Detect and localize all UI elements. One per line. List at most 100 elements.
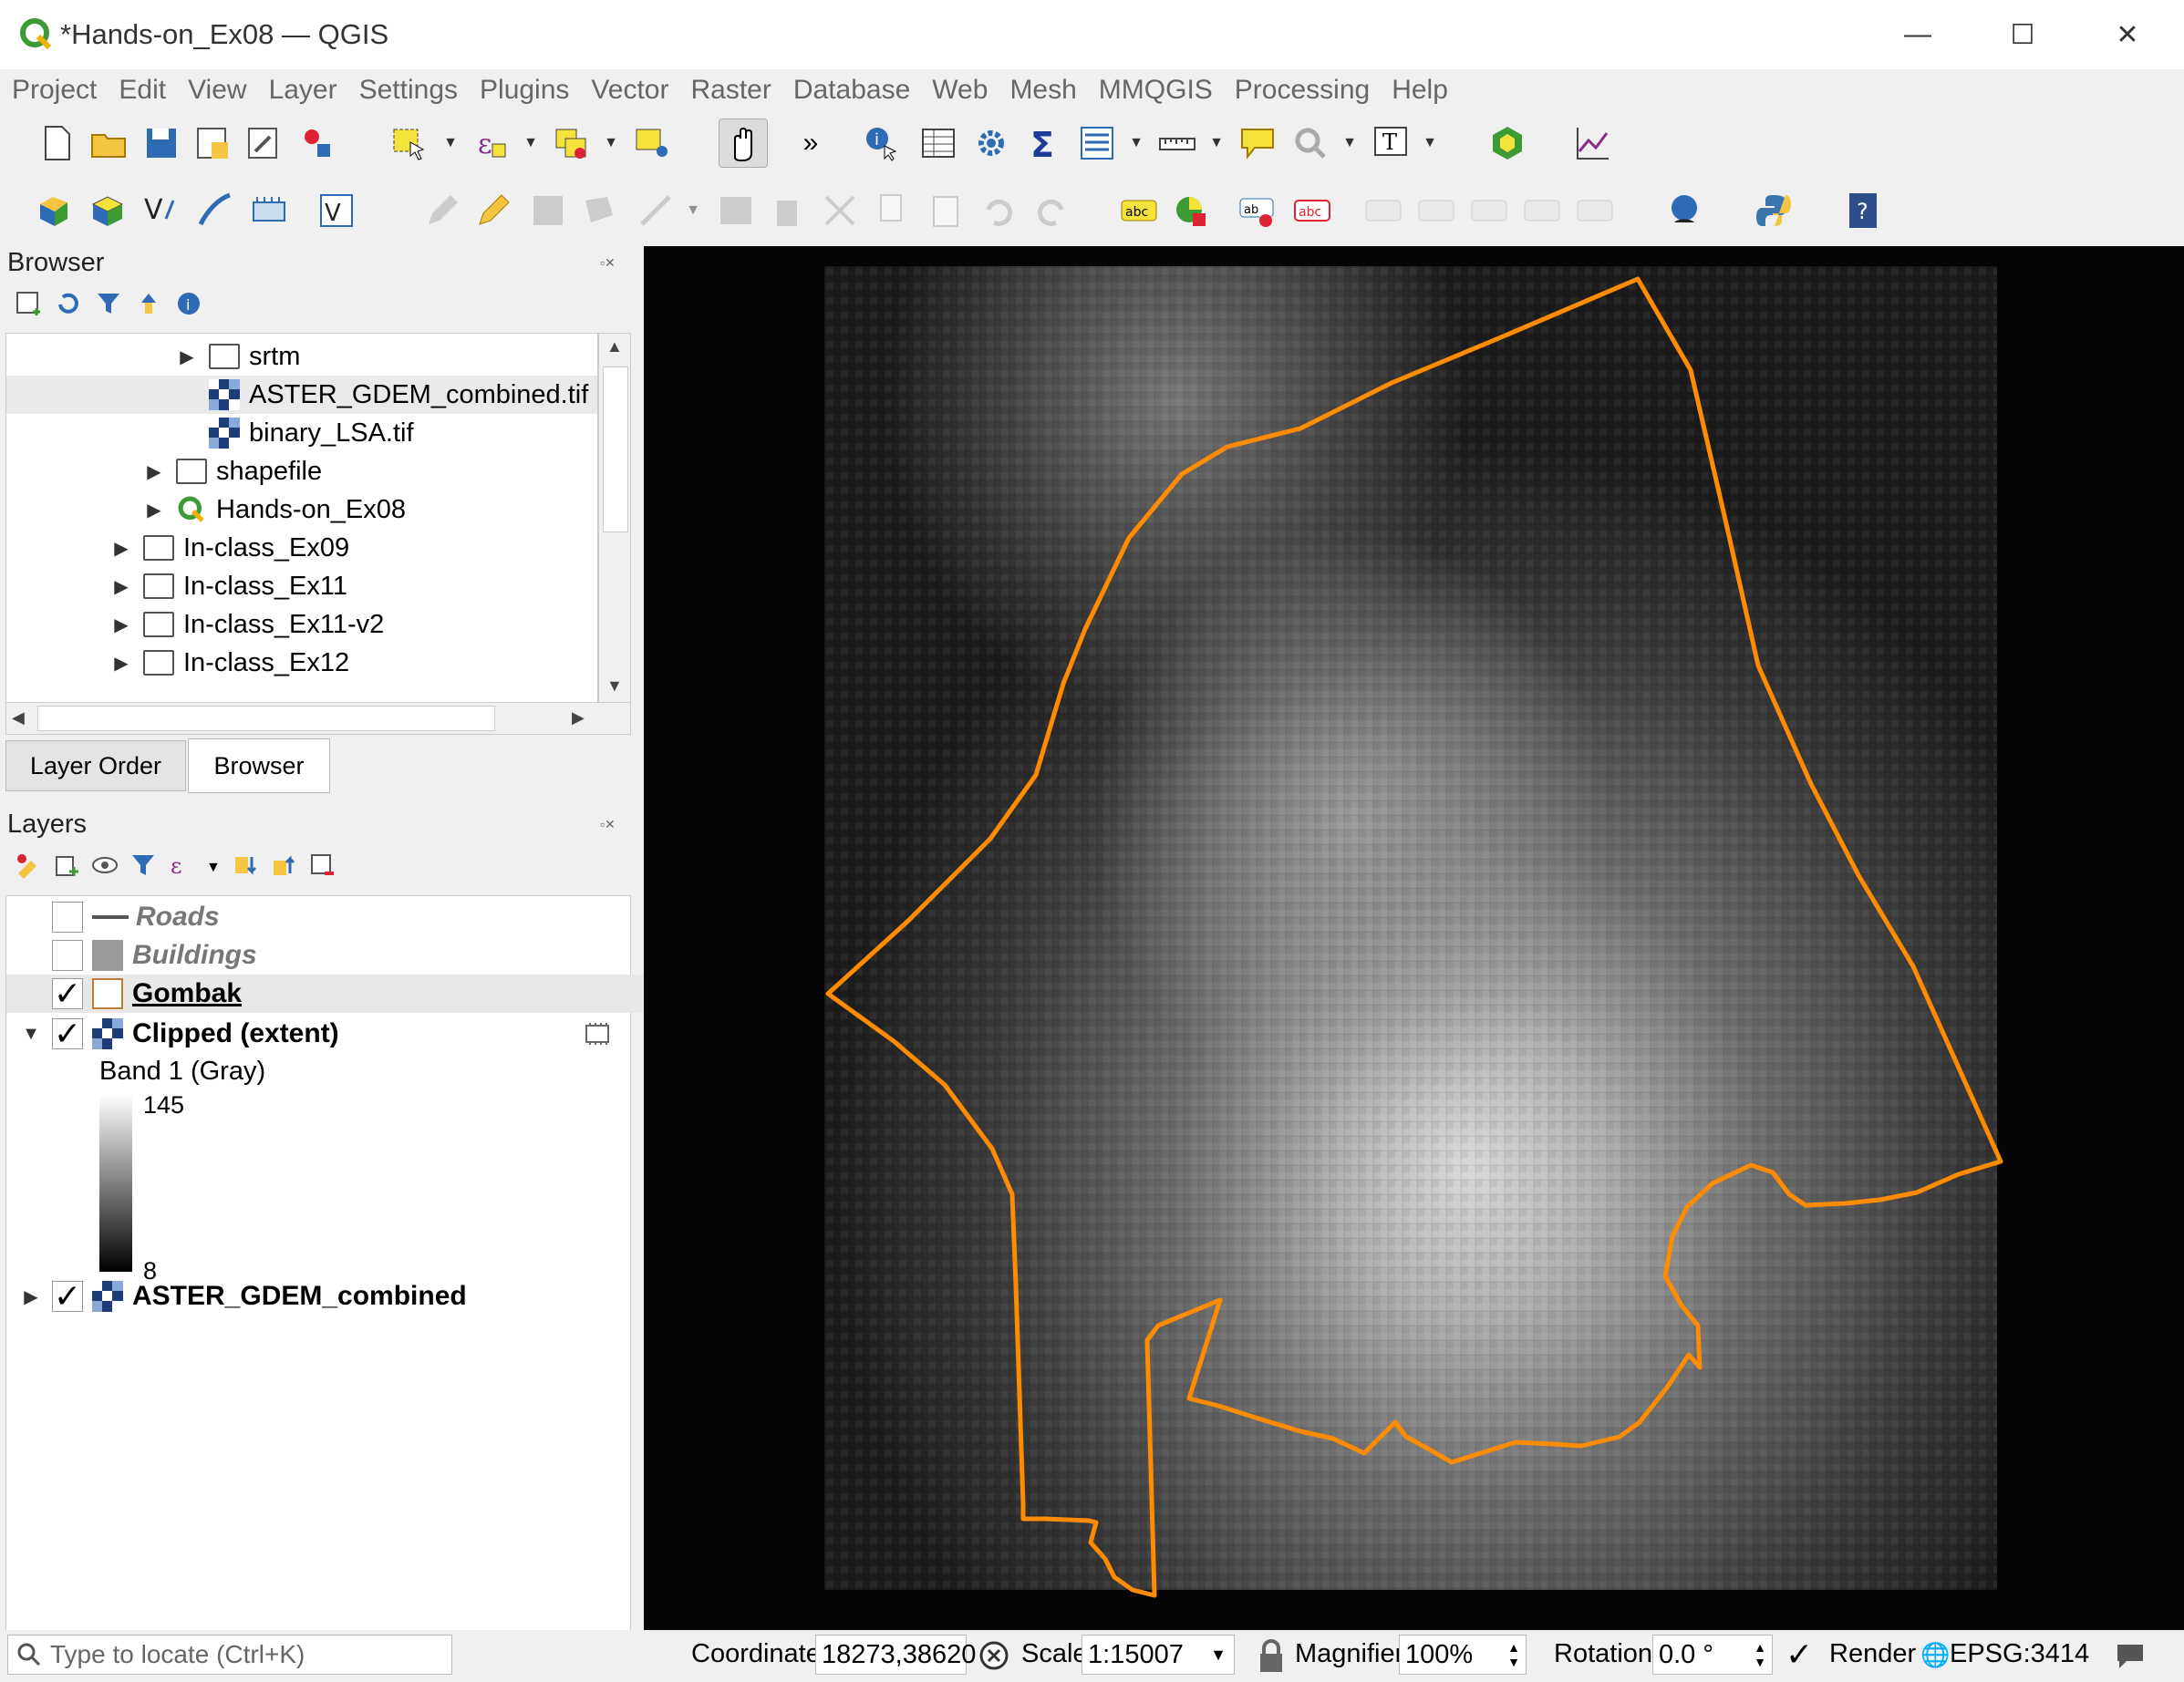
collapse-all-icon[interactable] xyxy=(135,290,162,322)
measure-dropdown-icon[interactable]: ▼ xyxy=(1209,135,1224,150)
vertex-tool-icon[interactable] xyxy=(635,190,677,232)
tree-item-in-class-ex12[interactable]: ▶ In-class_Ex12 xyxy=(6,644,597,682)
data-source-manager-icon[interactable] xyxy=(35,190,77,232)
tree-item-in-class-ex11-v2[interactable]: ▶ In-class_Ex11-v2 xyxy=(6,605,597,644)
menu-project[interactable]: Project xyxy=(12,75,98,105)
change-label-icon[interactable] xyxy=(1521,190,1563,232)
coordinate-field[interactable]: 18273,38620 xyxy=(815,1635,976,1675)
layer-row-aster-gdem[interactable]: ▶ ✓ ASTER_GDEM_combined xyxy=(6,1277,643,1316)
tree-item-in-class-ex09[interactable]: ▶ In-class_Ex09 xyxy=(6,529,597,567)
tree-item-binary-lsa[interactable]: binary_LSA.tif xyxy=(6,414,597,452)
expand-arrow-icon[interactable]: ▶ xyxy=(24,1286,38,1307)
messages-icon[interactable] xyxy=(2114,1641,2147,1670)
new-geopackage-icon[interactable] xyxy=(88,190,129,232)
save-edits-icon[interactable] xyxy=(527,190,569,232)
label-properties-icon[interactable] xyxy=(1574,190,1616,232)
toggle-extents-mouse-icon[interactable] xyxy=(976,1637,1012,1674)
filter-browser-icon[interactable] xyxy=(95,290,122,322)
more-tools-icon[interactable]: » xyxy=(802,128,819,158)
menu-settings[interactable]: Settings xyxy=(358,75,459,105)
expand-arrow-icon[interactable]: ▶ xyxy=(114,538,129,559)
locator-settings-icon[interactable] xyxy=(1289,122,1331,164)
expand-arrow-icon[interactable]: ▶ xyxy=(114,653,129,674)
locator-search-input[interactable]: Type to locate (Ctrl+K) xyxy=(7,1635,452,1675)
manage-map-themes-icon[interactable] xyxy=(91,851,119,883)
paste-features-icon[interactable] xyxy=(925,190,967,232)
layer-row-roads[interactable]: Roads xyxy=(6,898,676,936)
layers-dock-float-icon[interactable]: ▫✕ xyxy=(600,817,616,831)
modify-attributes-icon[interactable] xyxy=(715,190,757,232)
redo-icon[interactable] xyxy=(1030,190,1072,232)
show-hide-labels-icon[interactable] xyxy=(1415,190,1457,232)
layer-checkbox[interactable] xyxy=(52,902,83,933)
layer-checkbox[interactable]: ✓ xyxy=(52,975,83,1012)
menu-database[interactable]: Database xyxy=(792,75,911,105)
collapse-all-layers-icon[interactable] xyxy=(270,851,297,883)
map-render[interactable] xyxy=(644,246,2184,1630)
style-manager-icon[interactable] xyxy=(297,122,339,164)
select-location-icon[interactable] xyxy=(631,122,673,164)
layout-manager-icon[interactable] xyxy=(243,122,285,164)
scroll-right-icon[interactable]: ▶ xyxy=(572,708,585,727)
tree-item-aster-tif[interactable]: ASTER_GDEM_combined.tif xyxy=(6,376,597,414)
scroll-left-icon[interactable]: ◀ xyxy=(12,708,25,727)
locator-dropdown-icon[interactable]: ▼ xyxy=(1342,135,1357,150)
browser-horizontal-scrollbar[interactable]: ◀ ▶ xyxy=(5,702,631,735)
h-scrollbar-thumb[interactable] xyxy=(37,706,495,731)
rotate-label-icon[interactable] xyxy=(1468,190,1510,232)
cut-features-icon[interactable] xyxy=(819,190,861,232)
menu-processing[interactable]: Processing xyxy=(1234,75,1371,105)
select-dropdown-icon[interactable]: ▼ xyxy=(443,135,458,150)
delete-selected-icon[interactable] xyxy=(766,190,808,232)
scale-combobox[interactable]: 1:15007 ▼ xyxy=(1082,1635,1235,1675)
scroll-up-icon[interactable]: ▲ xyxy=(606,337,623,356)
layer-checkbox[interactable]: ✓ xyxy=(52,1015,83,1052)
expand-arrow-icon[interactable]: ▶ xyxy=(114,614,129,635)
new-spatialite-icon[interactable] xyxy=(193,190,235,232)
menu-view[interactable]: View xyxy=(188,75,247,105)
tree-item-shapefile[interactable]: ▶ shapefile xyxy=(6,452,597,490)
menu-web[interactable]: Web xyxy=(932,75,988,105)
python-console-icon[interactable] xyxy=(1753,190,1795,232)
minimize-button[interactable]: — xyxy=(1904,19,1931,49)
expression-dropdown-icon[interactable]: ▼ xyxy=(523,135,538,150)
scroll-down-icon[interactable]: ▼ xyxy=(606,676,623,695)
expand-all-icon[interactable] xyxy=(232,851,259,883)
magnifier-spinbox[interactable]: 100% ▲ ▼ xyxy=(1399,1635,1527,1675)
layer-styling-icon[interactable] xyxy=(15,851,42,883)
layer-row-gombak[interactable]: ✓ Gombak xyxy=(6,975,676,1013)
quickmapservices-globe-icon[interactable] xyxy=(1663,190,1705,232)
tree-item-srtm[interactable]: ▶ srtm xyxy=(6,337,597,376)
close-button[interactable]: ✕ xyxy=(2116,19,2139,50)
expand-arrow-icon[interactable]: ▶ xyxy=(180,346,194,367)
menu-help[interactable]: Help xyxy=(1392,75,1448,105)
layer-row-clipped[interactable]: ▼ ✓ Clipped (extent) xyxy=(6,1015,643,1053)
browser-vertical-scrollbar[interactable]: ▲ ▼ xyxy=(598,333,631,703)
new-temp-layer-icon[interactable]: V xyxy=(316,190,357,232)
text-annotation-icon[interactable]: T xyxy=(1370,122,1412,164)
new-virtual-layer-icon[interactable] xyxy=(248,190,290,232)
label-tool-icon[interactable]: abc xyxy=(1118,190,1160,232)
vertex-dropdown-icon[interactable]: ▼ xyxy=(686,202,700,218)
tab-layer-order[interactable]: Layer Order xyxy=(5,740,186,791)
diagram-icon[interactable] xyxy=(1169,190,1211,232)
menu-vector[interactable]: Vector xyxy=(591,75,669,105)
add-group-icon[interactable] xyxy=(53,851,80,883)
expand-arrow-icon[interactable]: ▶ xyxy=(147,461,161,482)
help-icon[interactable]: ? xyxy=(1842,190,1884,232)
memory-layer-indicator-icon[interactable] xyxy=(585,1022,610,1046)
pan-map-icon[interactable] xyxy=(719,119,768,168)
attribute-table-icon[interactable] xyxy=(917,122,959,164)
map-canvas[interactable] xyxy=(644,246,2184,1630)
spin-arrows-icon[interactable]: ▲ ▼ xyxy=(1754,1640,1766,1669)
scrollbar-thumb[interactable] xyxy=(603,366,628,532)
menu-raster[interactable]: Raster xyxy=(690,75,771,105)
deselect-dropdown-icon[interactable]: ▼ xyxy=(604,135,618,150)
pin-labels-icon[interactable]: ab xyxy=(1237,190,1278,232)
layer-checkbox[interactable] xyxy=(52,940,83,971)
plugin-hexagon-icon[interactable] xyxy=(1486,122,1528,164)
tree-item-in-class-ex11[interactable]: ▶ In-class_Ex11 xyxy=(6,567,597,605)
expand-arrow-icon[interactable]: ▶ xyxy=(147,500,161,521)
field-calc-dropdown-icon[interactable]: ▼ xyxy=(1129,135,1144,150)
filter-expression-icon[interactable]: ε xyxy=(168,851,195,883)
